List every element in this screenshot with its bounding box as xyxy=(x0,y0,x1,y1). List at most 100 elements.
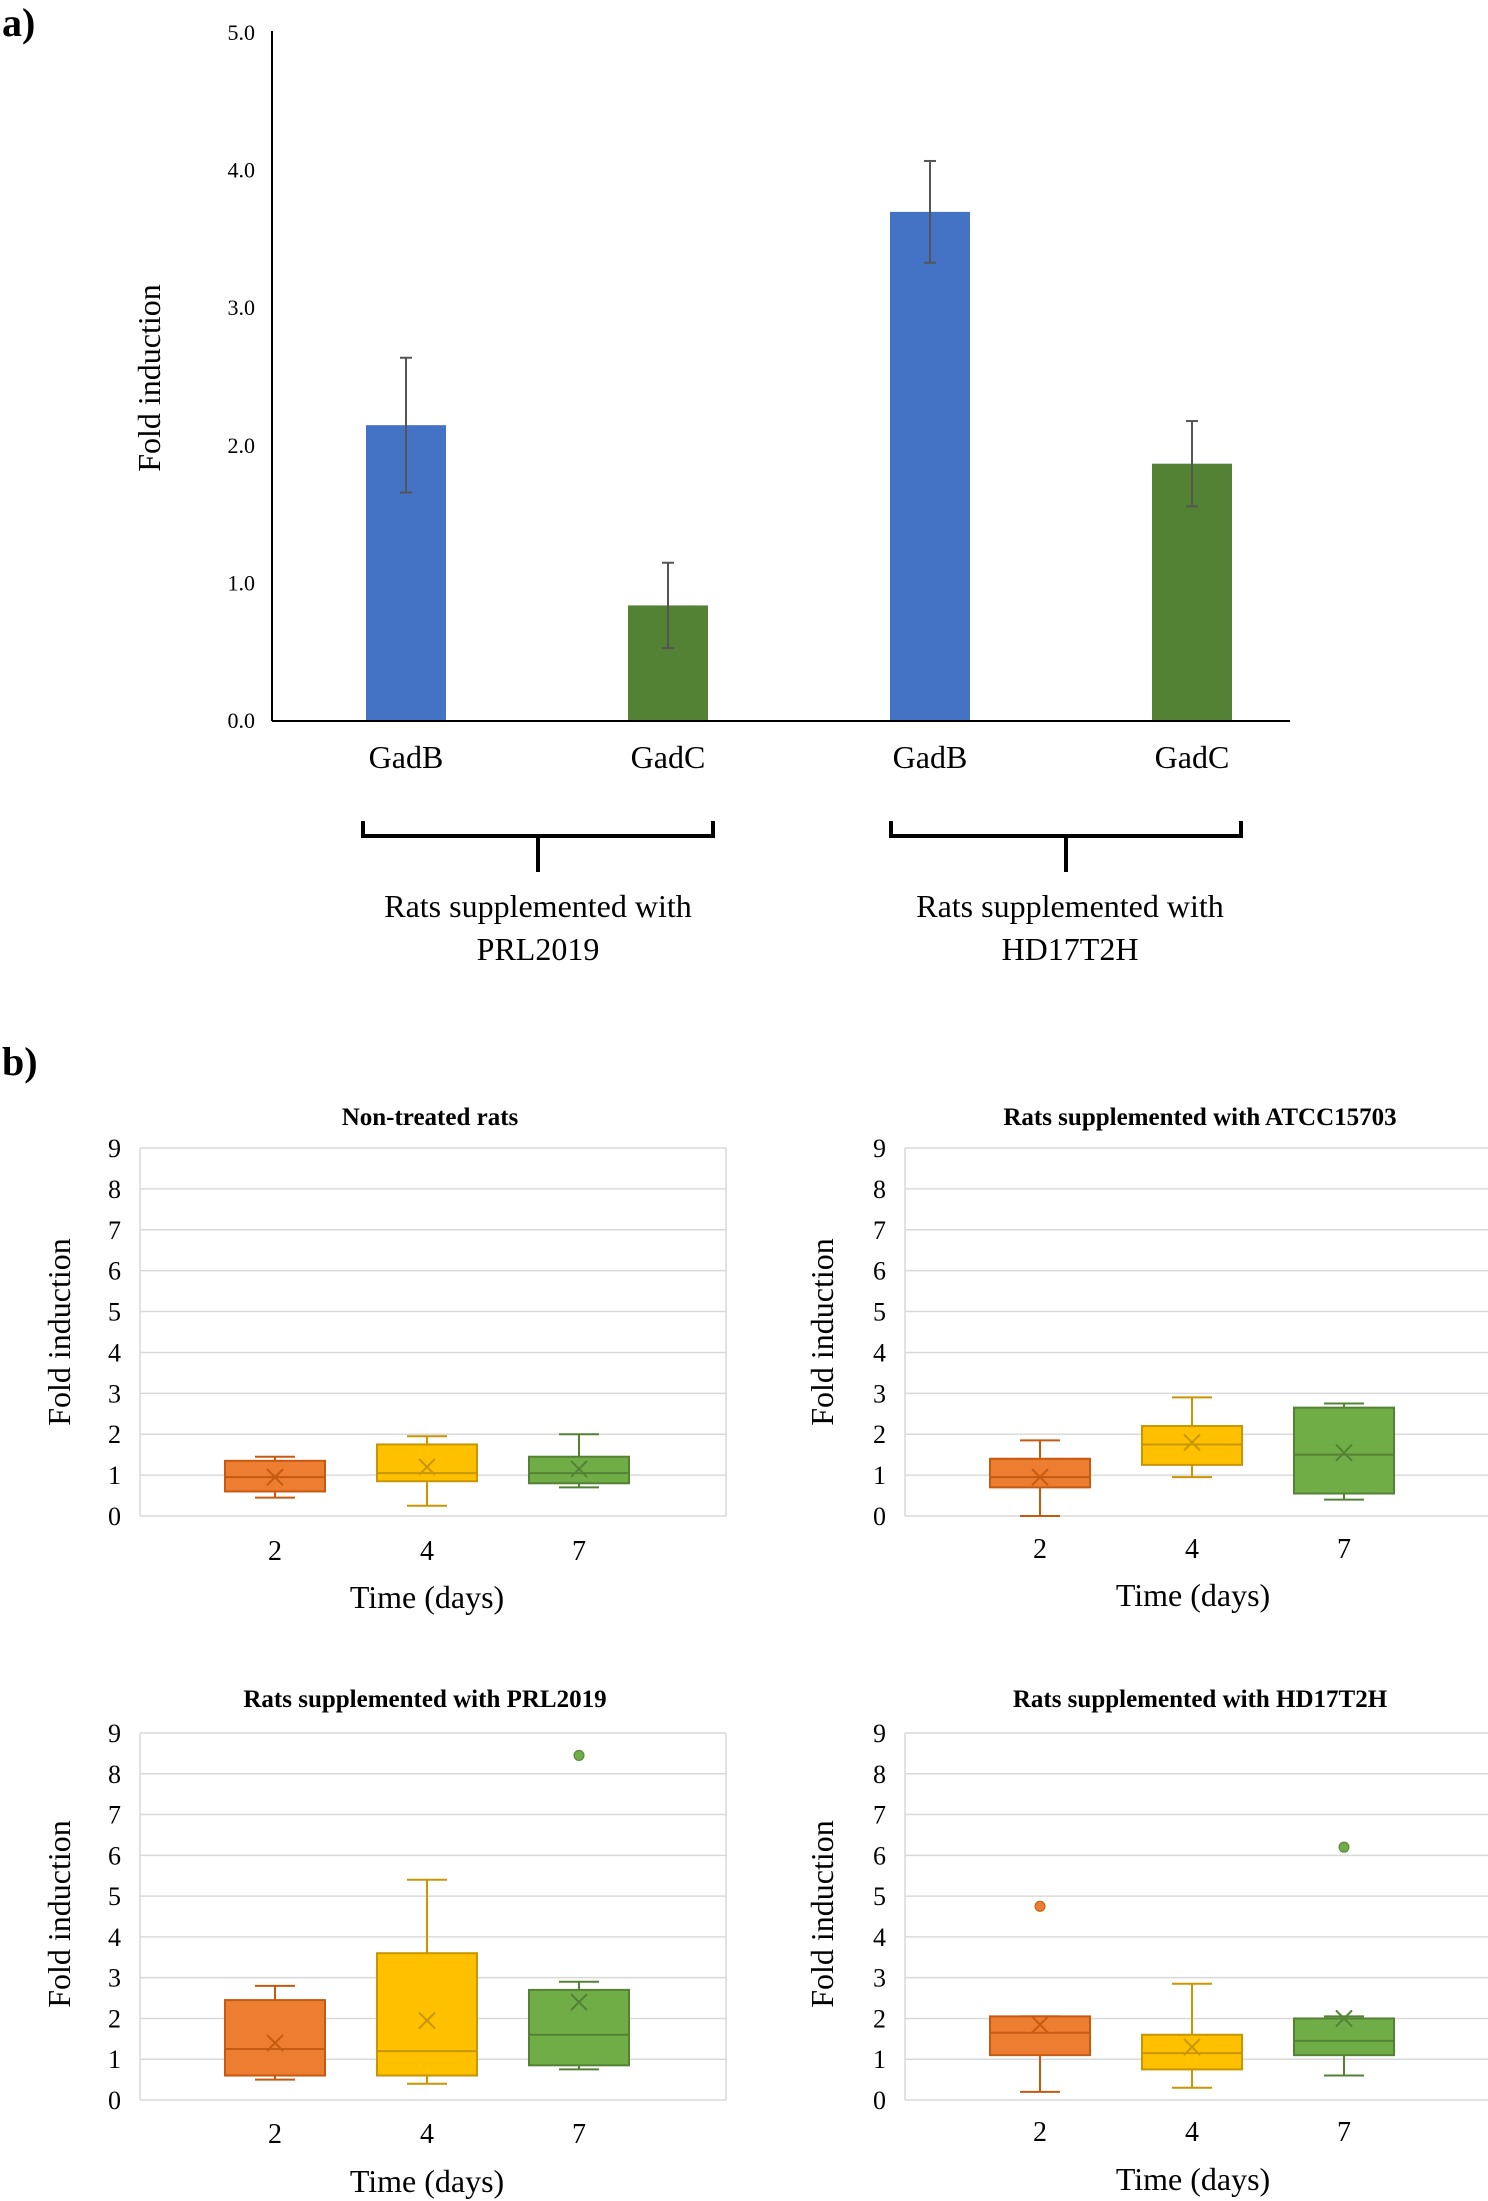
box-x-axis-title: Time (days) xyxy=(350,2163,504,2199)
box-y-axis-title: Fold induction xyxy=(804,1238,840,1426)
panel-b-label: b) xyxy=(2,1039,38,1084)
x-category-label: GadB xyxy=(893,739,968,775)
y-tick-label: 0 xyxy=(108,1502,121,1531)
group-label-1-line2: PRL2019 xyxy=(477,931,600,967)
group-brace xyxy=(889,821,1243,872)
y-tick-label: 9 xyxy=(873,1134,886,1163)
x-category-label: GadB xyxy=(369,739,444,775)
x-category-label: 2 xyxy=(268,1536,282,1567)
y-tick-label: 8 xyxy=(873,1760,886,1789)
y-tick-label: 3 xyxy=(873,1964,886,1993)
box-chart-title: Rats supplemented with PRL2019 xyxy=(243,1686,606,1713)
x-category-label: 7 xyxy=(572,2119,586,2150)
y-tick-label: 6 xyxy=(108,1257,121,1286)
box xyxy=(1293,1406,1395,1495)
x-category-label: GadC xyxy=(1155,739,1230,775)
y-tick-label: 3.0 xyxy=(228,295,256,320)
y-tick-label: 7 xyxy=(108,1216,121,1245)
outlier-point xyxy=(1338,1841,1350,1853)
box-chart-non-treated: Non-treated rats Fold induction Time (da… xyxy=(41,1104,727,1615)
box-y-axis-title: Fold induction xyxy=(41,1238,77,1426)
x-category-label: 4 xyxy=(1185,1534,1199,1565)
group-label-2-line2: HD17T2H xyxy=(1002,931,1139,967)
x-category-label: 7 xyxy=(1337,2117,1351,2148)
group-brace xyxy=(361,821,715,872)
y-tick-label: 4 xyxy=(108,1338,121,1367)
box-x-axis-title: Time (days) xyxy=(1116,2161,1270,2197)
outlier-point xyxy=(1034,1900,1046,1912)
y-tick-label: 0 xyxy=(873,1502,886,1531)
box-y-axis-title: Fold induction xyxy=(804,1820,840,2008)
y-tick-label: 3 xyxy=(108,1379,121,1408)
y-tick-label: 0 xyxy=(108,2086,121,2115)
box xyxy=(1141,1425,1243,1466)
y-tick-label: 1 xyxy=(873,2045,886,2074)
y-tick-label: 5 xyxy=(873,1882,886,1911)
panel-a-label: a) xyxy=(2,0,35,45)
mean-marker xyxy=(1183,1433,1201,1452)
box-chart-atcc15703: Rats supplemented with ATCC15703 Fold in… xyxy=(804,1104,1488,1613)
y-tick-label: 3 xyxy=(873,1379,886,1408)
y-tick-label: 6 xyxy=(108,1841,121,1870)
outlier-point xyxy=(573,1749,585,1761)
mean-marker xyxy=(418,2011,436,2030)
y-tick-label: 7 xyxy=(873,1801,886,1830)
y-tick-label: 2 xyxy=(108,2004,121,2033)
y-tick-label: 1 xyxy=(108,2045,121,2074)
mean-marker xyxy=(1335,2009,1353,2028)
y-tick-label: 1.0 xyxy=(228,570,256,595)
mean-marker xyxy=(1183,2038,1201,2056)
y-tick-label: 9 xyxy=(873,1719,886,1748)
y-tick-label: 4 xyxy=(873,1923,886,1952)
x-category-label: 2 xyxy=(1033,1534,1047,1565)
y-tick-label: 1 xyxy=(873,1461,886,1490)
y-tick-label: 6 xyxy=(873,1257,886,1286)
x-category-label: 2 xyxy=(268,2119,282,2150)
mean-marker xyxy=(266,2034,284,2052)
box xyxy=(1293,2017,1395,2057)
y-tick-label: 8 xyxy=(108,1760,121,1789)
box-chart-title: Non-treated rats xyxy=(342,1104,519,1131)
mean-marker xyxy=(1335,1443,1353,1462)
y-tick-label: 5 xyxy=(108,1882,121,1911)
box xyxy=(224,1999,326,2077)
x-category-label: GadC xyxy=(631,739,706,775)
mean-marker xyxy=(266,1468,284,1486)
y-tick-label: 8 xyxy=(108,1175,121,1204)
bar-y-axis-title: Fold induction xyxy=(131,284,167,472)
y-tick-label: 9 xyxy=(108,1719,121,1748)
y-tick-label: 7 xyxy=(873,1216,886,1245)
y-tick-label: 4.0 xyxy=(228,158,256,183)
y-tick-label: 2 xyxy=(873,2004,886,2033)
box-chart-title: Rats supplemented with ATCC15703 xyxy=(1003,1104,1396,1131)
mean-marker xyxy=(418,1458,436,1476)
y-tick-label: 7 xyxy=(108,1801,121,1830)
y-tick-label: 1 xyxy=(108,1461,121,1490)
box xyxy=(376,1952,478,2077)
box xyxy=(376,1443,478,1483)
y-tick-label: 9 xyxy=(108,1134,121,1163)
y-tick-label: 2.0 xyxy=(228,433,256,458)
y-tick-label: 2 xyxy=(108,1420,121,1449)
y-tick-label: 0.0 xyxy=(228,708,256,733)
x-category-label: 7 xyxy=(572,1536,586,1567)
y-tick-label: 8 xyxy=(873,1175,886,1204)
group-label-1-line1: Rats supplemented with xyxy=(384,888,692,924)
y-tick-label: 0 xyxy=(873,2086,886,2115)
x-category-label: 4 xyxy=(1185,2117,1199,2148)
box-x-axis-title: Time (days) xyxy=(350,1579,504,1615)
bar xyxy=(890,211,970,721)
y-tick-label: 5.0 xyxy=(228,20,256,45)
y-tick-label: 4 xyxy=(108,1923,121,1952)
x-category-label: 2 xyxy=(1033,2117,1047,2148)
box-chart-title: Rats supplemented with HD17T2H xyxy=(1013,1686,1388,1713)
mean-marker xyxy=(570,1993,588,2011)
mean-marker xyxy=(1031,1468,1049,1486)
box xyxy=(1141,2033,1243,2071)
y-tick-label: 5 xyxy=(873,1298,886,1327)
box-y-axis-title: Fold induction xyxy=(41,1820,77,2008)
y-tick-label: 3 xyxy=(108,1964,121,1993)
y-tick-label: 4 xyxy=(873,1338,886,1367)
group-label-2-line1: Rats supplemented with xyxy=(916,888,1224,924)
